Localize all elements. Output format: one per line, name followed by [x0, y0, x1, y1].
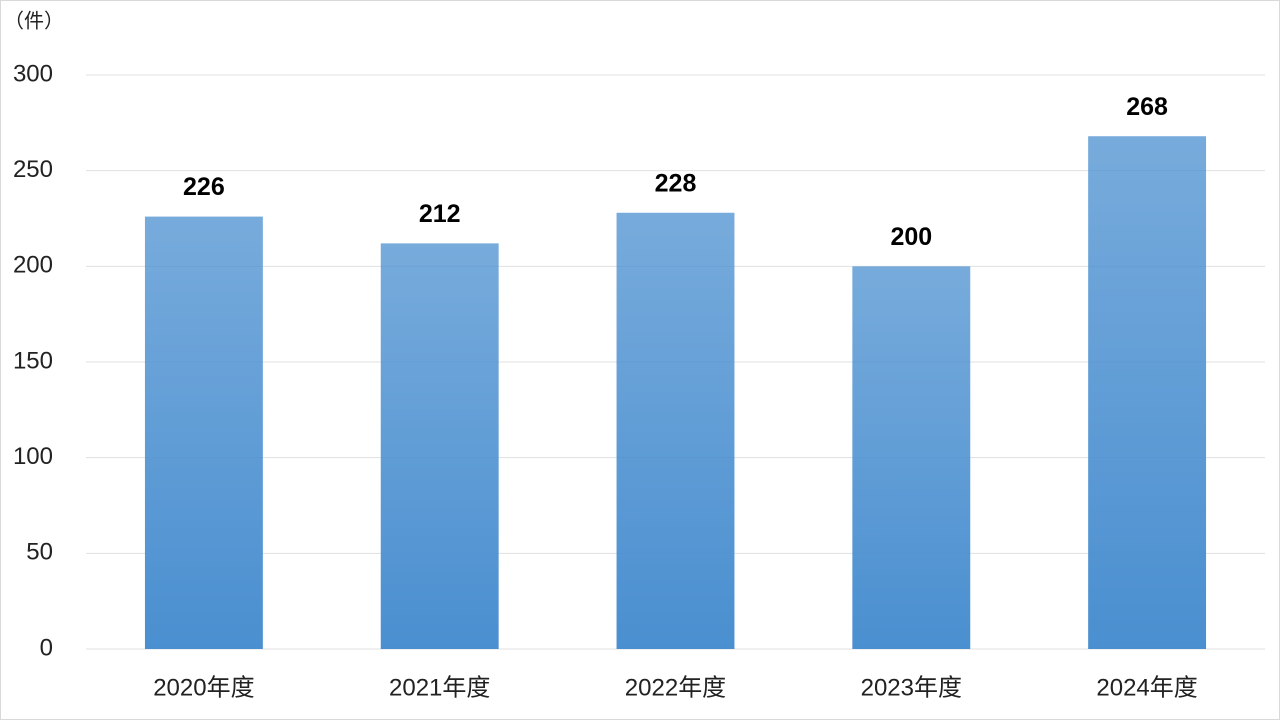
value-label: 228: [655, 169, 697, 197]
y-axis-unit: （件）: [4, 9, 64, 32]
bar: [852, 266, 971, 649]
y-tick-label: 100: [13, 443, 53, 470]
value-label: 226: [183, 173, 225, 201]
x-tick-label: 2021年度: [389, 674, 490, 701]
y-tick-label: 200: [13, 252, 53, 279]
value-label: 268: [1126, 93, 1168, 121]
bar: [616, 212, 735, 649]
y-tick-label: 300: [13, 60, 53, 87]
x-tick-label: 2020年度: [153, 674, 254, 701]
bar: [1088, 136, 1207, 649]
value-label: 200: [890, 223, 932, 251]
x-tick-label: 2023年度: [861, 674, 962, 701]
x-tick-label: 2022年度: [625, 674, 726, 701]
y-tick-label: 50: [26, 539, 53, 566]
bar: [380, 243, 499, 649]
x-tick-label: 2024年度: [1096, 674, 1197, 701]
y-tick-label: 0: [40, 634, 53, 661]
value-label: 212: [419, 200, 461, 228]
y-tick-label: 150: [13, 347, 53, 374]
y-tick-label: 250: [13, 156, 53, 183]
bar: [144, 216, 263, 649]
